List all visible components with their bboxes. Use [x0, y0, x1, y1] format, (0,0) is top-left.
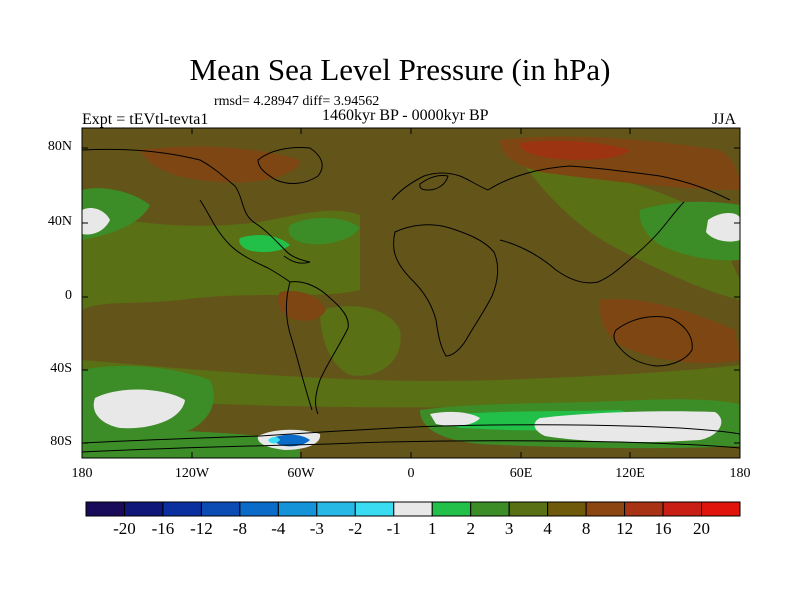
colorbar-swatch-9 — [431, 501, 472, 517]
colorbar-label-2: -12 — [190, 519, 213, 538]
colorbar-swatch-16 — [701, 501, 741, 517]
field-hot-arctic — [520, 140, 630, 160]
colorbar-swatch-8 — [393, 501, 433, 517]
colorbar-swatch-7 — [354, 501, 395, 517]
colorbar-label-8: 1 — [427, 519, 437, 538]
coast-scandinavia — [419, 175, 449, 191]
colorbar-label-6: -2 — [348, 519, 363, 538]
colorbar-swatch-1 — [123, 501, 164, 517]
colorbar-label-7: -1 — [386, 519, 401, 538]
field-blue-minimum — [273, 434, 310, 447]
coast-central-america — [199, 199, 291, 283]
colorbar-swatch-6 — [316, 501, 356, 517]
colorbar-swatch-11 — [508, 501, 549, 517]
colorbar-swatch-10 — [470, 501, 510, 517]
colorbar-label-5: -3 — [309, 519, 324, 538]
field-white-northwest-pacific — [706, 213, 740, 242]
coast-north-america — [82, 148, 311, 264]
coast-greenland — [257, 147, 323, 184]
colorbar-label-10: 3 — [504, 519, 514, 538]
colorbar — [85, 501, 741, 517]
lon-label-0: 0 — [407, 466, 415, 481]
colorbar-swatch-14 — [624, 501, 664, 517]
field-mid-east-asia — [520, 160, 740, 300]
coast-europe — [391, 172, 489, 201]
lon-label-120e: 120E — [615, 466, 645, 481]
lat-label-40s: 40S — [50, 361, 72, 376]
colorbar-label-15: 20 — [693, 519, 711, 538]
colorbar-label-12: 8 — [581, 519, 591, 538]
lat-label-0: 0 — [65, 288, 72, 303]
axis-ticks — [81, 128, 741, 458]
field-bright-atlantic — [239, 235, 290, 253]
colorbar-swatch-2 — [162, 501, 202, 517]
lon-label-60w: 60W — [287, 466, 315, 481]
coast-south-america — [289, 281, 349, 415]
coast-antarctica — [82, 424, 740, 444]
colorbar-swatch-13 — [585, 501, 626, 517]
colorbar-swatch-15 — [662, 501, 703, 517]
coast-africa — [393, 224, 499, 357]
field-warm-australia — [599, 299, 740, 364]
colorbar-label-13: 12 — [616, 519, 634, 538]
colorbar-label-0: -20 — [113, 519, 136, 538]
colorbar-label-9: 2 — [466, 519, 475, 538]
experiment-label: Expt = tEVtl-tevta1 — [82, 111, 209, 128]
pressure-field — [82, 128, 740, 458]
period-label: 1460kyr BP - 0000kyr BP — [322, 107, 489, 124]
colorbar-label-4: -4 — [271, 519, 286, 538]
field-mid-southern-belt — [82, 360, 740, 410]
lon-label-180e: 180 — [729, 466, 751, 481]
field-white-weddell — [430, 411, 480, 426]
coast-asia-south — [499, 201, 685, 284]
coast-australia — [613, 316, 693, 367]
lon-label-180w: 180 — [71, 466, 93, 481]
field-warm-south-america — [278, 290, 326, 321]
map-title: Mean Sea Level Pressure (in hPa) — [189, 52, 611, 87]
coastlines — [82, 147, 740, 453]
colorbar-swatch-12 — [547, 501, 587, 517]
field-green-north-atlantic — [288, 217, 360, 245]
field-mid-atlantic — [320, 306, 401, 376]
colorbar-label-14: 16 — [654, 519, 672, 538]
colorbar-label-3: -8 — [232, 519, 247, 538]
colorbar-swatch-0 — [85, 501, 125, 517]
colorbar-swatch-4 — [239, 501, 279, 517]
coast-asia-north — [487, 165, 731, 201]
season-label: JJA — [712, 111, 737, 128]
colorbar-swatch-5 — [277, 501, 318, 517]
field-white-southern-ocean — [534, 411, 722, 443]
colorbar-label-11: 4 — [543, 519, 552, 538]
lon-label-60e: 60E — [509, 466, 533, 481]
field-white-south-pacific — [93, 389, 185, 429]
colorbar-label-1: -16 — [151, 519, 175, 538]
lat-label-80s: 80S — [50, 434, 72, 449]
lat-label-40n: 40N — [47, 214, 72, 229]
coast-antarctica-inner — [82, 440, 740, 453]
lat-label-80n: 80N — [47, 139, 72, 154]
stats-text: rmsd= 4.28947 diff= 3.94562 — [214, 94, 380, 109]
field-white-north-pacific — [82, 208, 110, 235]
colorbar-swatch-3 — [200, 501, 241, 517]
lon-label-120w: 120W — [174, 466, 210, 481]
field-cyan-minimum — [268, 437, 280, 444]
coast-south-america-west — [286, 281, 313, 411]
